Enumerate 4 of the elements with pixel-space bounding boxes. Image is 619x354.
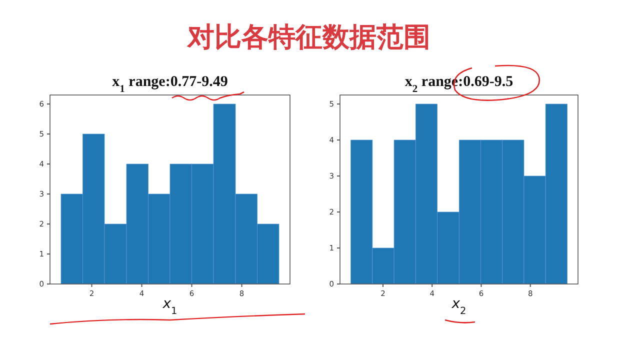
x-axis-title: x$_{2}$: [450, 296, 466, 316]
chart-title: x$_{1}$ range:0.77-9.49: [112, 74, 228, 94]
text: 对比各特征数据范围: [186, 22, 430, 53]
x-axis-title: x$_{1}$: [162, 296, 178, 316]
